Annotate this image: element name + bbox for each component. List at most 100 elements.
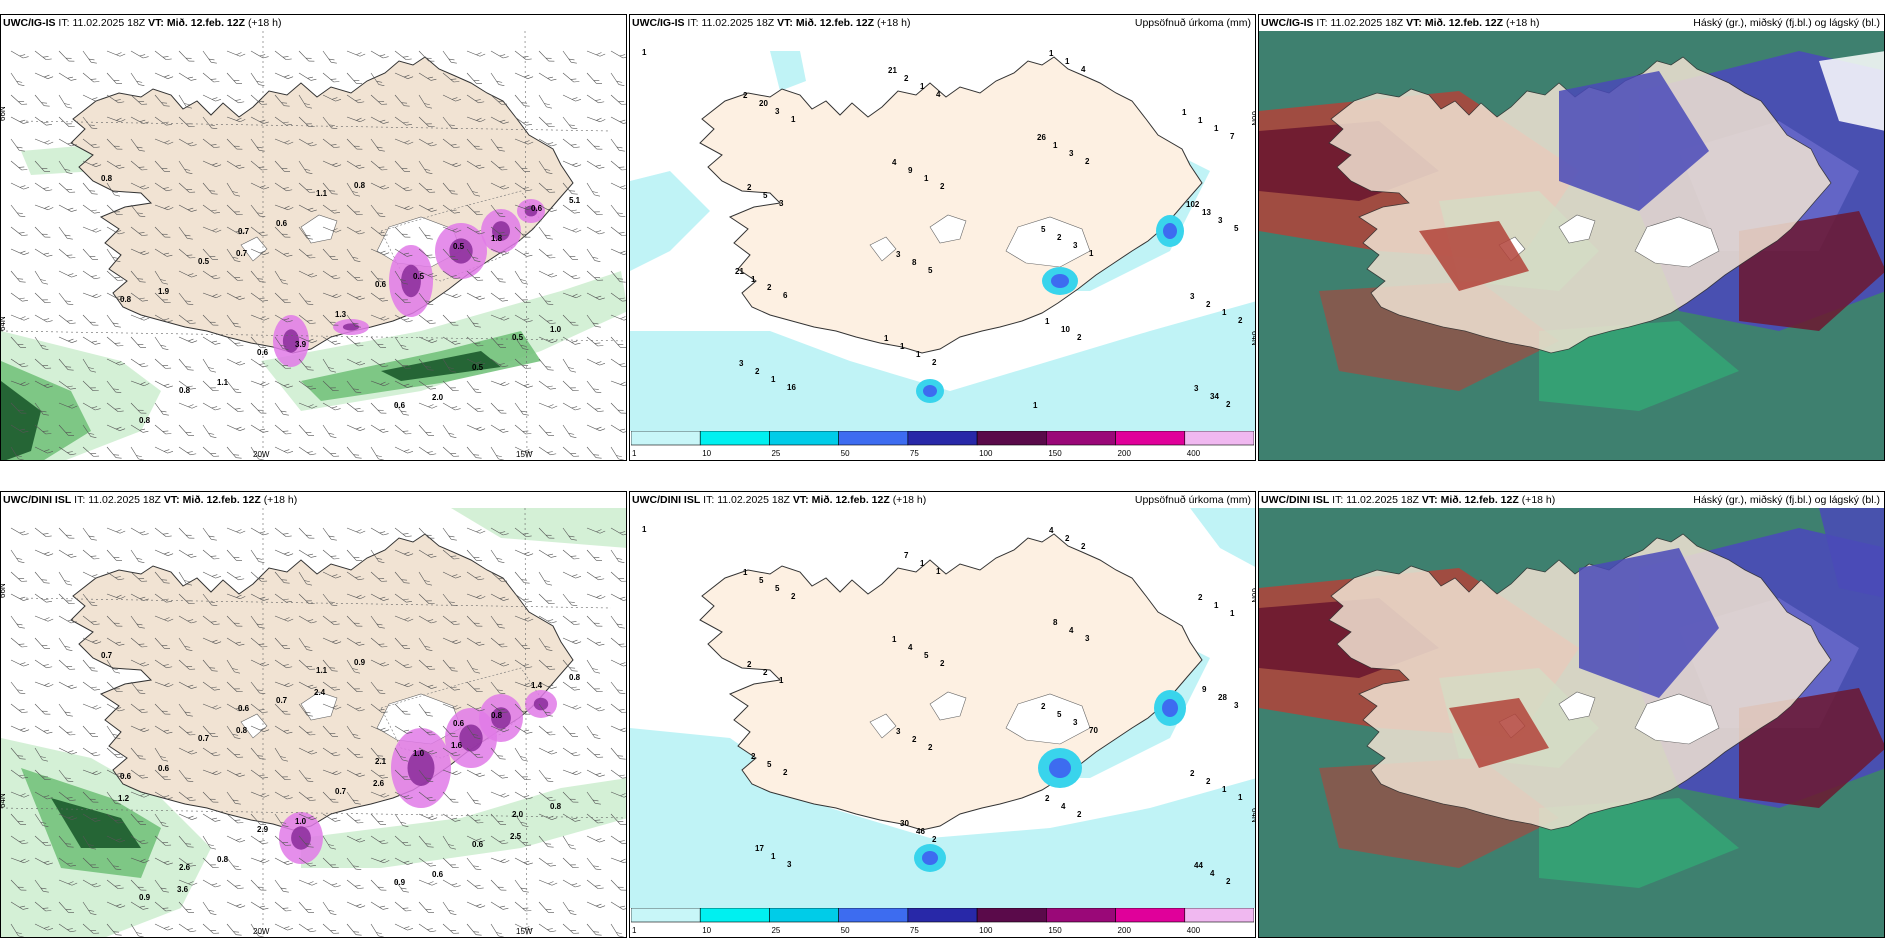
precip-value-label: 4	[936, 90, 941, 99]
barb-flag	[256, 455, 262, 458]
barb-flag	[547, 142, 554, 145]
wind-barb	[202, 72, 220, 83]
wind-barb	[106, 857, 122, 871]
barb-flag	[480, 596, 486, 600]
barb-flag	[17, 409, 24, 411]
barb-flag	[383, 598, 389, 601]
wind-barb	[106, 358, 126, 366]
barb-shaft	[466, 527, 481, 534]
barb-shaft	[82, 615, 95, 625]
barb-flag	[497, 212, 503, 214]
wind-barb	[586, 182, 600, 197]
barb-flag	[594, 277, 601, 278]
barb-flag	[525, 367, 532, 369]
wind-barb	[250, 446, 264, 460]
barb-flag	[185, 432, 192, 434]
barb-flag	[618, 232, 625, 234]
wind-barb	[34, 160, 51, 172]
barb-flag	[332, 705, 338, 709]
barb-flag	[378, 232, 385, 234]
wind-barb	[34, 791, 53, 800]
barb-flag	[547, 846, 554, 848]
barb-flag	[425, 777, 431, 779]
barb-flag	[497, 344, 504, 346]
barb-shaft	[514, 923, 528, 931]
barb-shaft	[250, 72, 260, 85]
wind-barb	[442, 248, 459, 260]
barb-flag	[69, 668, 76, 670]
barb-flag	[451, 752, 457, 754]
barb-flag	[165, 367, 172, 369]
barb-flag	[357, 887, 364, 889]
barb-flag	[20, 347, 27, 348]
barb-flag	[502, 300, 508, 302]
barb-shaft	[274, 527, 287, 537]
it-label: IT:	[703, 494, 715, 506]
barb-flag	[166, 731, 173, 734]
wind-barb	[514, 725, 533, 734]
barb-shaft	[586, 160, 600, 169]
wind-barb	[394, 923, 414, 931]
barb-flag	[336, 295, 342, 299]
wind-barb	[58, 571, 72, 586]
barb-shaft	[82, 204, 95, 214]
barb-flag	[64, 103, 70, 106]
barb-flag	[167, 76, 174, 79]
barb-shaft	[178, 725, 190, 736]
barb-shaft	[130, 527, 144, 536]
panel-igis-wind: UWC/IG-IS IT: 11.02.2025 18Z VT: Mið. 12…	[0, 14, 627, 461]
barb-shaft	[610, 725, 624, 732]
barb-flag	[521, 233, 528, 235]
barb-shaft	[610, 292, 623, 302]
barb-flag	[160, 344, 167, 347]
barb-shaft	[250, 725, 264, 732]
wind-barb	[322, 50, 337, 64]
lat-label: 64N	[1, 793, 7, 808]
barb-shaft	[466, 791, 476, 804]
barb-flag	[117, 214, 123, 216]
barb-flag	[448, 367, 454, 370]
barb-flag	[47, 320, 53, 323]
barb-flag	[239, 530, 246, 534]
barb-flag	[211, 539, 217, 541]
barb-flag	[379, 627, 385, 629]
barb-flag	[167, 618, 174, 622]
init-time: 11.02.2025 18Z	[88, 494, 161, 506]
barb-shaft	[562, 270, 575, 280]
wind-barb	[370, 637, 388, 648]
precip-value-label: 2	[912, 735, 917, 744]
wind-barb	[274, 138, 294, 145]
barb-flag	[596, 903, 602, 907]
barb-flag	[621, 580, 626, 582]
barb-shaft	[274, 659, 287, 669]
barb-shaft	[274, 791, 288, 800]
barb-flag	[142, 842, 149, 845]
panel-header: UWC/IG-IS IT: 11.02.2025 18Z VT: Mið. 12…	[632, 17, 911, 29]
wind-barb	[130, 901, 149, 910]
barb-flag	[307, 238, 313, 240]
barb-flag	[164, 648, 171, 649]
barb-shaft	[58, 336, 72, 343]
barb-flag	[476, 426, 482, 430]
wind-barb	[586, 160, 605, 169]
barb-shaft	[586, 94, 599, 104]
wind-barb	[202, 747, 221, 757]
barb-flag	[545, 57, 552, 59]
barb-shaft	[418, 424, 429, 436]
barb-shaft	[82, 138, 95, 148]
barb-shaft	[394, 446, 408, 454]
barb-flag	[376, 455, 382, 458]
wind-barb	[298, 901, 315, 913]
precip-value-label: 2	[743, 91, 748, 100]
barb-flag	[523, 105, 530, 107]
barb-flag	[451, 670, 458, 672]
wind-barb	[274, 615, 294, 622]
wind-barb	[250, 527, 269, 536]
wind-barb	[394, 527, 412, 537]
wind-barb	[10, 402, 27, 414]
barb-flag	[330, 78, 337, 80]
barb-flag	[600, 596, 606, 600]
barb-shaft	[586, 791, 596, 804]
barb-flag	[573, 390, 579, 392]
wind-barb	[442, 50, 457, 64]
